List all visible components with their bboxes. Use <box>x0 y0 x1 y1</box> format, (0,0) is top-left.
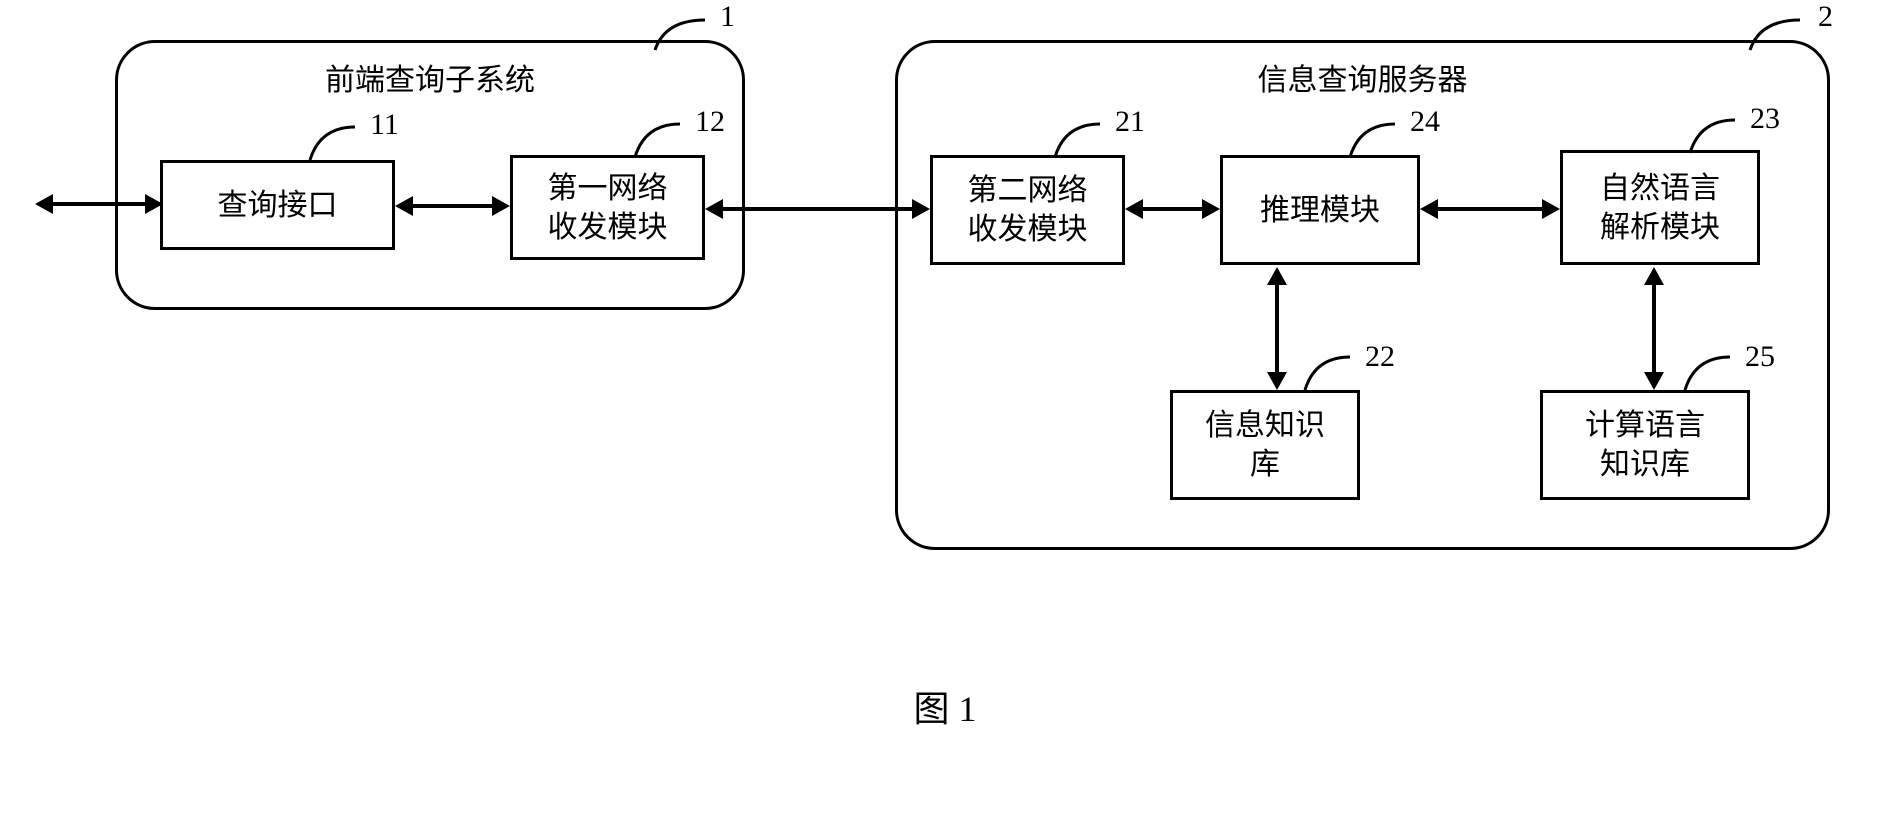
arrow-inference-infokb-down <box>1267 372 1287 390</box>
module-nlp-label: 自然语言 解析模块 <box>1600 169 1720 247</box>
ref-label-11: 11 <box>370 108 399 142</box>
module-second-network-label: 第二网络 收发模块 <box>968 171 1088 249</box>
ref-label-1: 1 <box>720 0 735 34</box>
figure-label: 图 1 <box>913 680 976 732</box>
module-query-interface-label: 查询接口 <box>218 186 338 225</box>
ref-label-21: 21 <box>1115 105 1145 139</box>
arrow-secondnet-inference <box>1140 207 1205 211</box>
server-system-title: 信息查询服务器 <box>1258 55 1468 99</box>
arrow-secondnet-inference-right <box>1202 199 1220 219</box>
ref-curve-25 <box>1680 345 1745 395</box>
module-inference: 推理模块 <box>1220 155 1420 265</box>
ref-curve-21 <box>1050 112 1115 162</box>
ref-label-22: 22 <box>1365 340 1395 374</box>
module-inference-label: 推理模块 <box>1260 191 1380 230</box>
ref-label-25: 25 <box>1745 340 1775 374</box>
module-info-kb: 信息知识 库 <box>1170 390 1360 500</box>
ref-curve-23 <box>1685 108 1750 158</box>
arrow-ext-query-left <box>35 194 53 214</box>
module-comp-lang-kb: 计算语言 知识库 <box>1540 390 1750 500</box>
arrow-query-firstnet-left <box>395 196 413 216</box>
module-first-network-label: 第一网络 收发模块 <box>548 169 668 247</box>
arrow-ext-query-right <box>145 194 163 214</box>
module-second-network: 第二网络 收发模块 <box>930 155 1125 265</box>
ref-label-23: 23 <box>1750 102 1780 136</box>
module-nlp: 自然语言 解析模块 <box>1560 150 1760 265</box>
arrow-firstnet-secondnet-right <box>912 199 930 219</box>
ref-curve-11 <box>305 115 370 165</box>
arrow-inference-nlp <box>1435 207 1545 211</box>
module-info-kb-label: 信息知识 库 <box>1205 406 1325 484</box>
arrow-firstnet-secondnet <box>720 207 915 211</box>
arrow-nlp-complangkb <box>1652 283 1656 375</box>
arrow-firstnet-secondnet-left <box>705 199 723 219</box>
arrow-query-firstnet <box>410 204 495 208</box>
diagram-container: 前端查询子系统 1 信息查询服务器 2 查询接口 11 第一网络 收发模块 12… <box>60 30 1840 590</box>
ref-label-12: 12 <box>695 105 725 139</box>
frontend-system-title: 前端查询子系统 <box>325 55 535 99</box>
arrow-inference-infokb-up <box>1267 267 1287 285</box>
module-first-network: 第一网络 收发模块 <box>510 155 705 260</box>
arrow-inference-nlp-right <box>1542 199 1560 219</box>
module-comp-lang-kb-label: 计算语言 知识库 <box>1585 406 1705 484</box>
module-query-interface: 查询接口 <box>160 160 395 250</box>
ref-label-2: 2 <box>1818 0 1833 34</box>
arrow-nlp-complangkb-down <box>1644 372 1664 390</box>
arrow-secondnet-inference-left <box>1125 199 1143 219</box>
arrow-nlp-complangkb-up <box>1644 267 1664 285</box>
arrow-ext-query <box>50 202 160 206</box>
ref-curve-24 <box>1345 112 1410 162</box>
ref-curve-12 <box>630 112 695 162</box>
ref-curve-1 <box>650 10 720 60</box>
ref-curve-22 <box>1300 345 1365 395</box>
ref-curve-2 <box>1745 10 1815 60</box>
arrow-inference-infokb <box>1275 283 1279 375</box>
ref-label-24: 24 <box>1410 105 1440 139</box>
arrow-inference-nlp-left <box>1420 199 1438 219</box>
arrow-query-firstnet-right <box>492 196 510 216</box>
